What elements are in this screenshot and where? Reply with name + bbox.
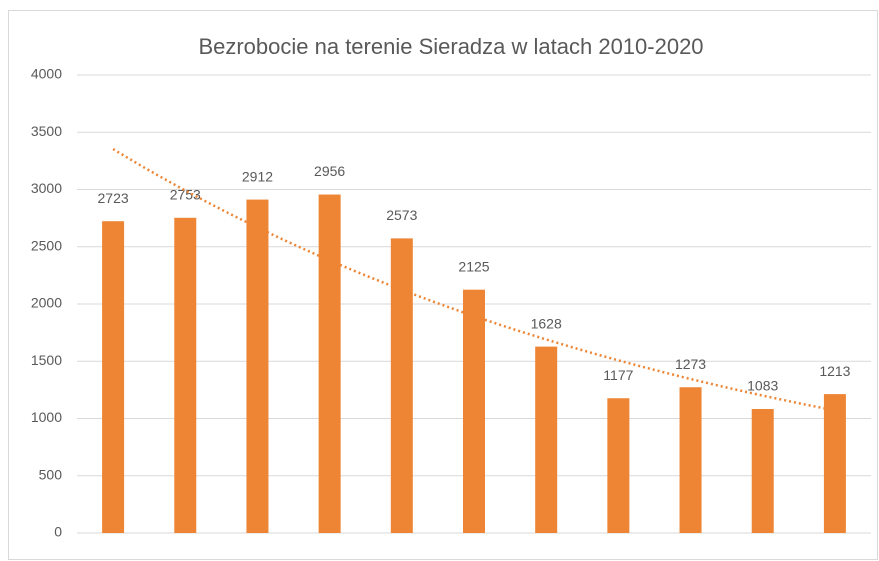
chart-title: Bezrobocie na terenie Sieradza w latach … xyxy=(198,34,703,59)
y-tick-label: 1500 xyxy=(31,352,62,368)
bar xyxy=(318,194,341,533)
y-tick-label: 500 xyxy=(39,466,63,482)
bar xyxy=(751,408,774,533)
data-label: 2956 xyxy=(314,163,345,179)
bar xyxy=(174,217,197,533)
y-tick-label: 3500 xyxy=(31,123,62,139)
y-tick-label: 2000 xyxy=(31,295,62,311)
y-tick-label: 3000 xyxy=(31,180,62,196)
y-tick-label: 0 xyxy=(54,524,62,540)
y-tick-label: 4000 xyxy=(31,66,62,82)
bar xyxy=(246,199,269,534)
chart-border xyxy=(8,10,878,560)
data-label: 2753 xyxy=(170,186,201,202)
data-label: 2125 xyxy=(458,258,489,274)
data-label: 1177 xyxy=(603,367,633,383)
bar xyxy=(390,238,413,534)
bar xyxy=(679,387,702,533)
bar xyxy=(463,289,485,533)
data-label: 1273 xyxy=(675,356,706,372)
y-tick-label: 1000 xyxy=(31,409,62,425)
data-label: 2723 xyxy=(98,190,129,206)
data-label: 2573 xyxy=(386,207,417,223)
bar xyxy=(535,346,558,533)
data-label: 1628 xyxy=(531,315,562,331)
y-tick-label: 2500 xyxy=(31,237,62,253)
bar xyxy=(102,221,125,534)
data-label: 2912 xyxy=(242,168,273,184)
bar xyxy=(823,394,846,533)
bar xyxy=(607,398,630,533)
data-label: 1213 xyxy=(819,363,850,379)
data-label: 1083 xyxy=(747,378,778,394)
